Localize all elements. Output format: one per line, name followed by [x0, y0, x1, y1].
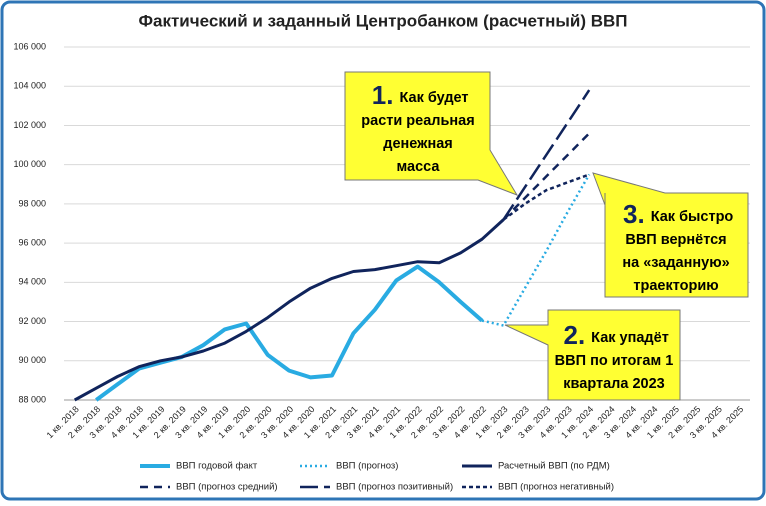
legend-label: ВВП годовой факт [176, 461, 258, 472]
y-tick-label: 100 000 [13, 159, 46, 169]
series-line [502, 132, 591, 221]
y-tick-label: 96 000 [18, 237, 46, 247]
annotation-number: 2. [563, 320, 585, 350]
chart-title: Фактический и заданный Центробанком (рас… [138, 11, 627, 30]
annotation-text: расти реальная [361, 113, 474, 129]
legend-label: ВВП (прогноз средний) [176, 482, 278, 493]
annotation-number: 1. [372, 80, 394, 110]
series-line [502, 89, 591, 221]
y-tick-label: 106 000 [13, 41, 46, 51]
series-line [481, 173, 591, 327]
annotation-text: траекторию [633, 278, 718, 294]
y-tick-label: 92 000 [18, 316, 46, 326]
legend: ВВП годовой факт ВВП (прогноз) Расчетный В… [140, 461, 614, 493]
series-line [73, 218, 505, 402]
y-tick-label: 98 000 [18, 198, 46, 208]
legend-label: ВВП (прогноз негативный) [498, 482, 614, 493]
callout [344, 71, 519, 196]
series-line [502, 173, 590, 221]
callout [504, 309, 681, 401]
legend-label: Расчетный ВВП (по РДМ) [498, 461, 610, 472]
y-tick-label: 94 000 [18, 277, 46, 287]
annotation-text: Как быстро [651, 209, 734, 225]
annotation-text: квартала 2023 [563, 376, 664, 392]
callout [592, 172, 749, 298]
series-line [95, 264, 484, 402]
y-tick-label: 90 000 [18, 355, 46, 365]
annotation-text: ВВП по итогам 1 [555, 353, 674, 369]
annotations: Как будет 1. расти реальная денежная масса Ка… [361, 80, 733, 392]
legend-label: ВВП (прогноз) [336, 461, 398, 472]
annotation-text: на «заданную» [622, 255, 729, 271]
annotation-text: ВВП вернётся [625, 232, 726, 248]
annotation-text: масса [397, 159, 441, 175]
annotation-number: 3. [623, 199, 645, 229]
annotation-text: Как будет [399, 90, 468, 106]
annotation-text: Как упадёт [591, 330, 669, 346]
y-tick-label: 102 000 [13, 120, 46, 130]
annotation-text: денежная [383, 136, 452, 152]
y-tick-label: 88 000 [18, 394, 46, 404]
legend-label: ВВП (прогноз позитивный) [336, 482, 453, 493]
y-tick-label: 104 000 [13, 81, 46, 91]
